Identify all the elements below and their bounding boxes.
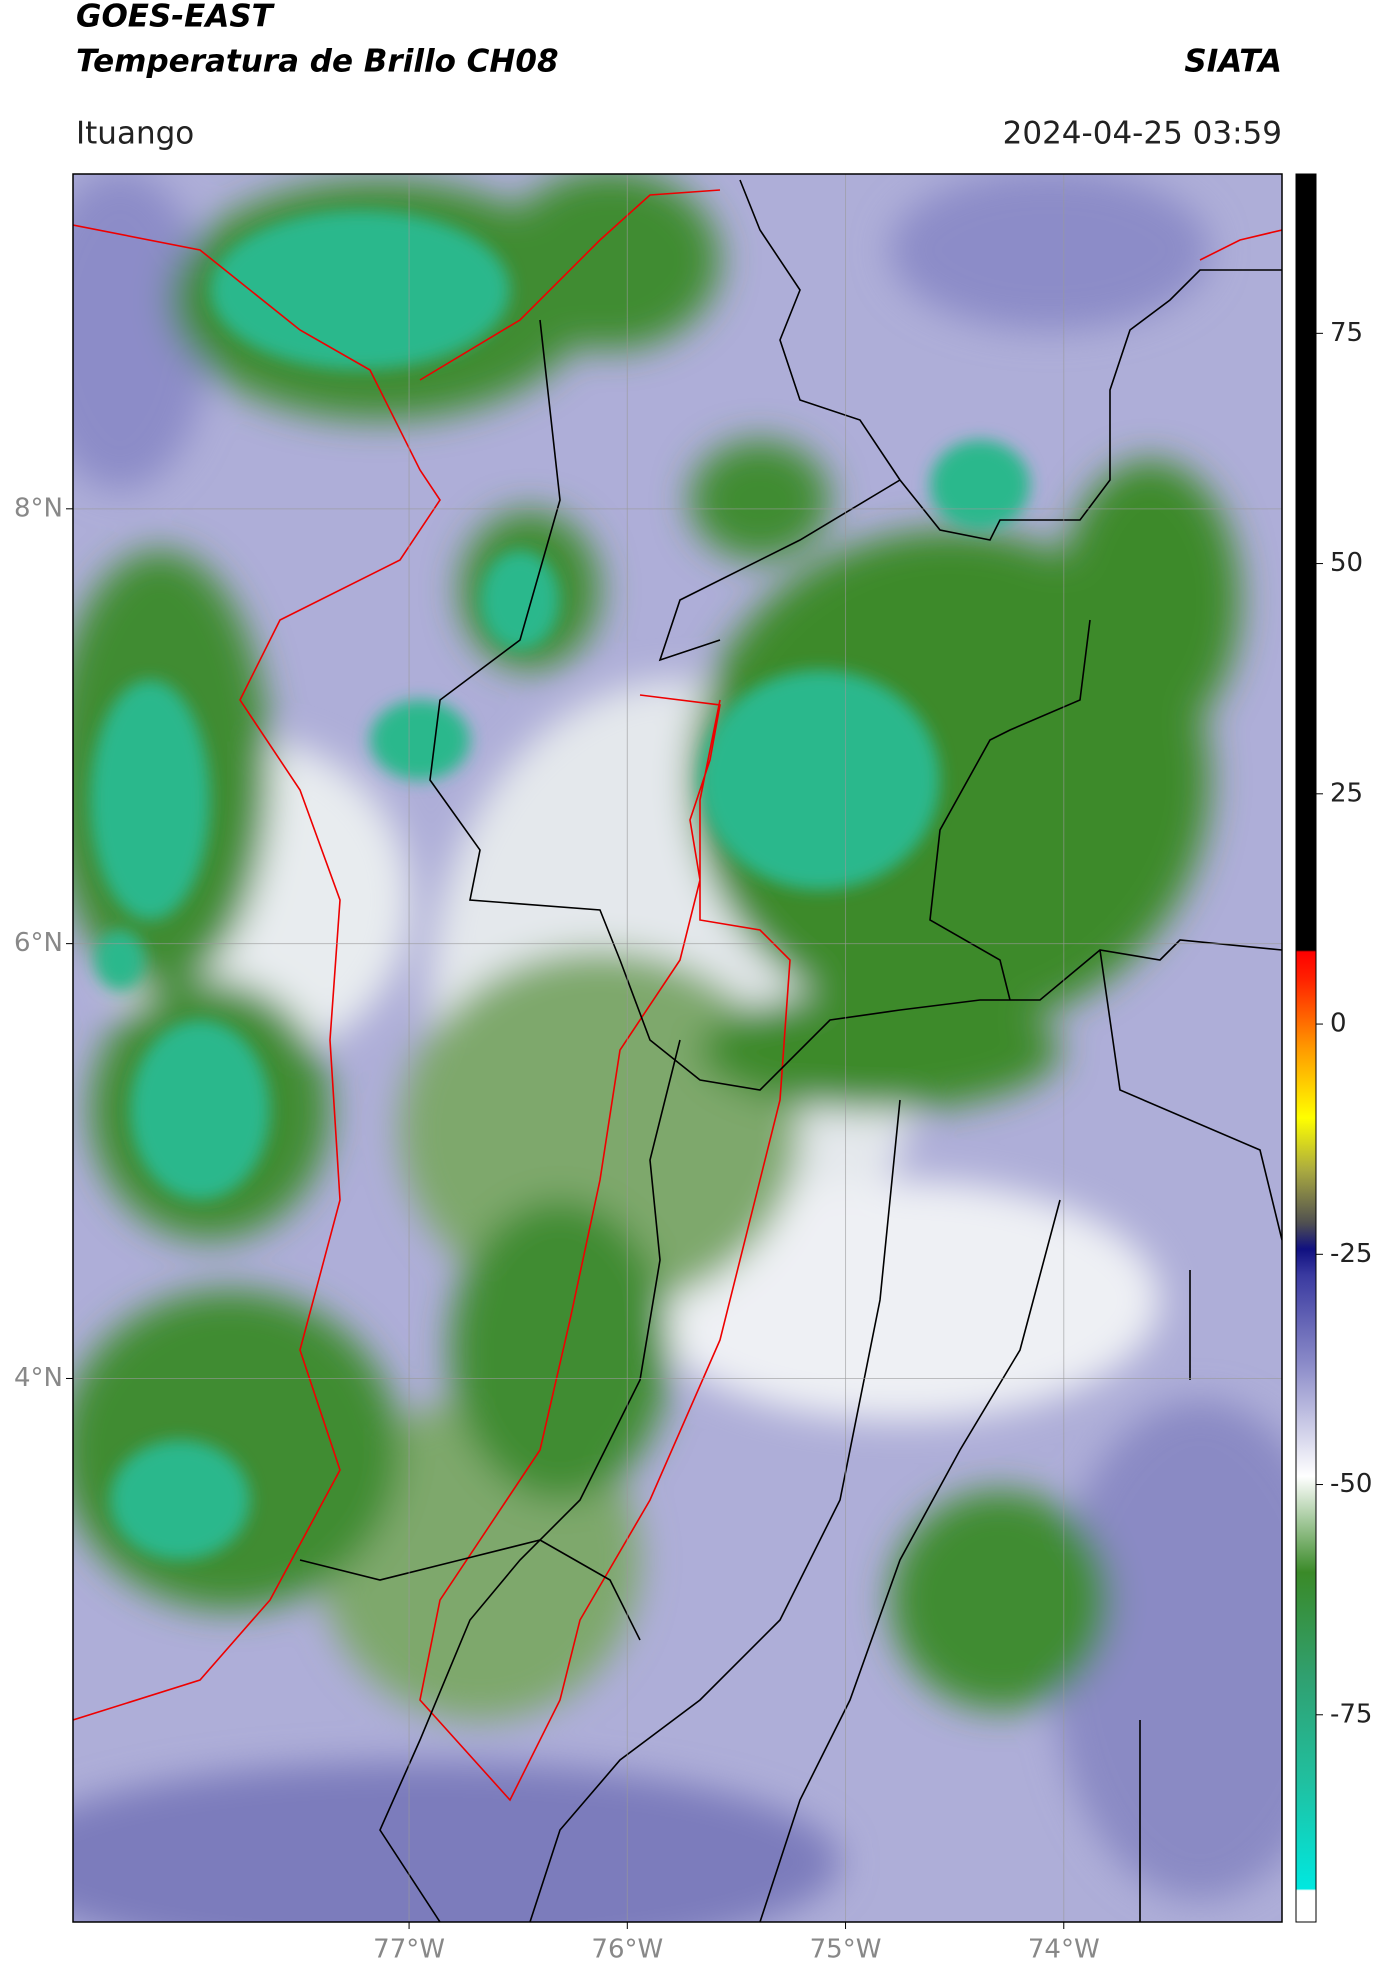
map-frame [72,173,1283,1923]
graticule [73,174,1282,1922]
colorbar-tick-label: 25 [1330,778,1363,808]
lon-tick-label: 76°W [591,1935,663,1965]
lat-tick-label: 4°N [14,1363,63,1393]
title: GOES-EAST [76,0,276,35]
lat-tick-label: 6°N [14,928,63,958]
datetime: 2024-04-25 03:59 [1003,116,1282,152]
colorbar-tick-label: 0 [1330,1009,1347,1039]
subtitle: Temperatura de Brillo CH08 [76,44,559,80]
colorbar-tick-label: -50 [1330,1469,1372,1499]
colorbar-tick-label: -25 [1330,1239,1372,1269]
location: Ituango [76,116,194,152]
lon-tick-label: 77°W [373,1935,445,1965]
lon-tick-label: 75°W [810,1935,882,1965]
colorbar-tick-label: -75 [1330,1699,1372,1729]
lat-tick-label: 8°N [14,493,63,523]
lon-tick-label: 74°W [1028,1935,1100,1965]
colorbar [1295,173,1317,1923]
satellite-image [73,174,1282,1922]
colorbar-tick-label: 50 [1330,548,1363,578]
colorbar-tick-label: 75 [1330,318,1363,348]
source: SIATA [1184,44,1282,80]
